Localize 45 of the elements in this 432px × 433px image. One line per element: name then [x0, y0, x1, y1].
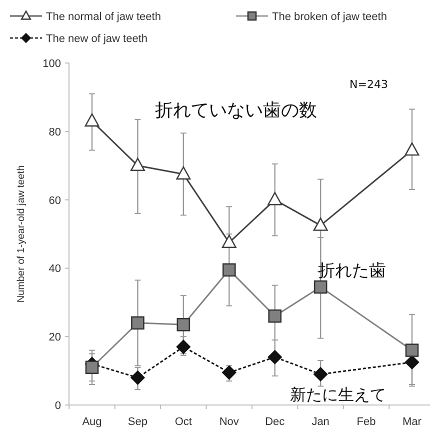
point: [176, 340, 191, 354]
point: [405, 344, 419, 357]
annotation: N=243: [350, 78, 388, 91]
legend-label: The new of jaw teeth: [46, 33, 148, 45]
x-tick-label: Oct: [174, 416, 192, 428]
x-tick-label: Sep: [128, 416, 148, 428]
y-tick-label: 40: [48, 263, 61, 276]
y-tick-label: 20: [48, 332, 61, 344]
y-axis-title: Number of 1-year-old jaw teeth: [16, 165, 27, 303]
point: [84, 113, 100, 127]
point: [268, 192, 282, 206]
legend-item: The normal of jaw teeth: [10, 10, 161, 23]
legend-item: The broken of jaw teeth: [236, 11, 387, 23]
annotation: 新たに生えて: [290, 385, 386, 404]
point: [222, 234, 236, 248]
x-tick-label: Jan: [312, 416, 330, 428]
x-tick-label: Feb: [356, 416, 376, 428]
point: [176, 166, 191, 180]
legend-label: The broken of jaw teeth: [272, 11, 387, 23]
point: [313, 367, 328, 382]
legend-item: The new of jaw teeth: [10, 32, 148, 45]
annotation: 折れた歯: [318, 261, 386, 281]
annotation: 折れていない歯の数: [155, 100, 317, 121]
point: [130, 370, 145, 385]
y-tick-label: 60: [48, 194, 61, 207]
point: [131, 316, 144, 330]
point: [313, 218, 328, 231]
legend-label: The normal of jaw teeth: [46, 11, 161, 23]
y-tick-label: 0: [54, 400, 61, 412]
point: [176, 318, 190, 332]
point: [85, 360, 99, 374]
x-tick-label: Mar: [402, 416, 422, 428]
point: [222, 365, 236, 380]
point: [268, 309, 282, 323]
x-tick-label: Aug: [82, 416, 102, 428]
point: [404, 142, 420, 156]
point: [314, 280, 328, 294]
point: [130, 158, 145, 172]
point: [404, 355, 420, 370]
point: [222, 263, 236, 277]
point: [268, 350, 282, 364]
y-tick-label: 100: [42, 58, 61, 70]
x-tick-label: Dec: [265, 416, 286, 428]
x-tick-label: Nov: [219, 416, 240, 428]
y-tick-label: 80: [48, 126, 61, 138]
